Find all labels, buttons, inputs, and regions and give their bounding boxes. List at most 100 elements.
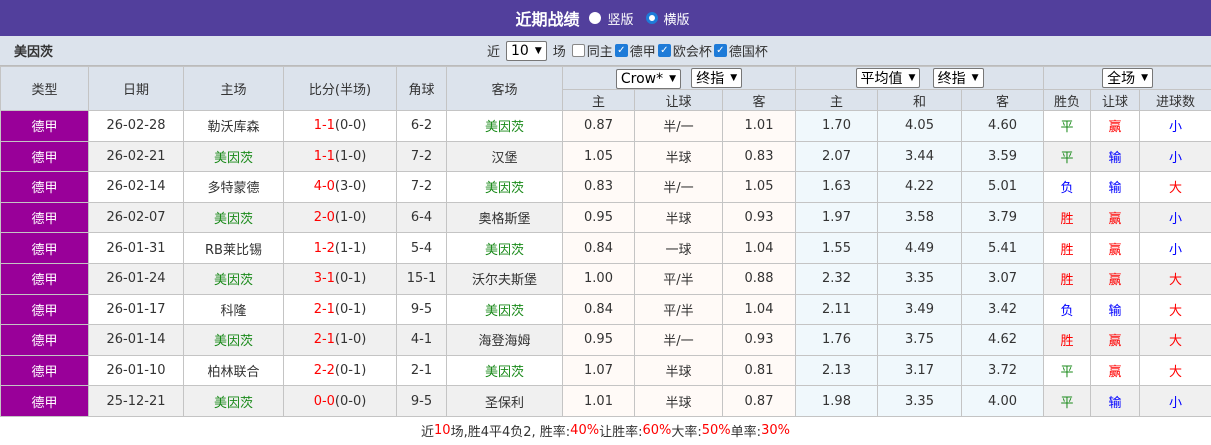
home-team-cell[interactable]: 科隆 <box>184 294 284 325</box>
page-title: 近期战绩 <box>515 6 579 30</box>
league-cell[interactable]: 德甲 <box>1 325 89 356</box>
score-cell[interactable]: 1-1(1-0) <box>284 141 397 172</box>
away-team-cell[interactable]: 美因茨 <box>447 355 563 386</box>
away-team-cell[interactable]: 奥格斯堡 <box>447 202 563 233</box>
ou-result-cell: 大 <box>1140 355 1211 386</box>
league-cell[interactable]: 德甲 <box>1 141 89 172</box>
league-cell[interactable]: 德甲 <box>1 172 89 203</box>
away-team-cell[interactable]: 圣保利 <box>447 386 563 417</box>
half-time-score: (1-1) <box>335 241 366 256</box>
euro-odds-cell: 1.55 <box>796 233 878 264</box>
league-cell[interactable]: 德甲 <box>1 263 89 294</box>
home-team-cell[interactable]: 美因茨 <box>184 386 284 417</box>
score-cell[interactable]: 0-0(0-0) <box>284 386 397 417</box>
home-team-cell[interactable]: RB莱比锡 <box>184 233 284 264</box>
checkbox-bundesliga[interactable]: ✓ <box>615 44 628 57</box>
away-team-cell[interactable]: 美因茨 <box>447 172 563 203</box>
euro-odds-cell: 1.76 <box>796 325 878 356</box>
asian-odds-cell: 0.84 <box>563 294 635 325</box>
euro-odds-cell: 2.07 <box>796 141 878 172</box>
corner-cell: 7-2 <box>397 141 447 172</box>
company-select[interactable]: Crow*▼ <box>616 69 681 89</box>
radio-horizontal[interactable] <box>646 12 658 24</box>
odds-type-select[interactable]: 终指▼ <box>691 68 742 88</box>
away-team-cell[interactable]: 美因茨 <box>447 233 563 264</box>
asian-odds-cell: 0.88 <box>723 263 796 294</box>
score-cell[interactable]: 2-0(1-0) <box>284 202 397 233</box>
over-rate: 50% <box>702 423 731 438</box>
corner-cell: 4-1 <box>397 325 447 356</box>
full-time-score: 2-1 <box>314 332 335 347</box>
league-cell[interactable]: 德甲 <box>1 386 89 417</box>
scope-select[interactable]: 全场▼ <box>1102 68 1153 88</box>
league-cell[interactable]: 德甲 <box>1 233 89 264</box>
home-team-cell[interactable]: 美因茨 <box>184 263 284 294</box>
away-team-cell[interactable]: 汉堡 <box>447 141 563 172</box>
score-cell[interactable]: 4-0(3-0) <box>284 172 397 203</box>
home-team-cell[interactable]: 美因茨 <box>184 325 284 356</box>
full-time-score: 2-2 <box>314 363 335 378</box>
away-team-cell[interactable]: 美因茨 <box>447 294 563 325</box>
score-cell[interactable]: 1-2(1-1) <box>284 233 397 264</box>
score-cell[interactable]: 2-1(1-0) <box>284 325 397 356</box>
radio-vertical[interactable] <box>589 12 601 24</box>
league-cell[interactable]: 德甲 <box>1 294 89 325</box>
home-team-cell[interactable]: 勒沃库森 <box>184 111 284 142</box>
home-team-cell[interactable]: 美因茨 <box>184 141 284 172</box>
away-team-cell[interactable]: 沃尔夫斯堡 <box>447 263 563 294</box>
asian-odds-cell: 0.81 <box>723 355 796 386</box>
ou-result-cell: 小 <box>1140 233 1211 264</box>
ah-result-cell: 赢 <box>1091 355 1140 386</box>
odds2-type-value: 终指 <box>938 68 966 88</box>
asian-odds-cell: 平/半 <box>635 263 723 294</box>
home-team-cell[interactable]: 多特蒙德 <box>184 172 284 203</box>
away-team-cell[interactable]: 海登海姆 <box>447 325 563 356</box>
date-cell: 26-01-14 <box>89 325 184 356</box>
ou-result-cell: 大 <box>1140 263 1211 294</box>
odds2-type-select[interactable]: 终指▼ <box>933 68 984 88</box>
euro-odds-cell: 1.70 <box>796 111 878 142</box>
full-time-score: 1-1 <box>314 118 335 133</box>
result-header: 全场▼ <box>1044 67 1211 90</box>
home-team-cell[interactable]: 美因茨 <box>184 202 284 233</box>
asian-odds-cell: 1.04 <box>723 233 796 264</box>
league-cell[interactable]: 德甲 <box>1 111 89 142</box>
result-cell: 胜 <box>1044 263 1091 294</box>
checkbox-dfb-pokal[interactable]: ✓ <box>714 44 727 57</box>
home-team-cell[interactable]: 柏林联合 <box>184 355 284 386</box>
league-cell[interactable]: 德甲 <box>1 355 89 386</box>
away-team-cell[interactable]: 美因茨 <box>447 111 563 142</box>
score-cell[interactable]: 2-1(0-1) <box>284 294 397 325</box>
league-cell[interactable]: 德甲 <box>1 202 89 233</box>
match-count-select[interactable]: 10▼ <box>506 41 547 61</box>
checkbox-label: 欧会杯 <box>673 41 712 60</box>
col-score: 比分(半场) <box>284 67 397 111</box>
asian-odds-cell: 半/一 <box>635 111 723 142</box>
result-cell: 负 <box>1044 172 1091 203</box>
match-count-value: 10 <box>511 43 529 59</box>
score-cell[interactable]: 3-1(0-1) <box>284 263 397 294</box>
odds-type-value: 终指 <box>696 68 724 88</box>
ah-result-cell: 输 <box>1091 386 1140 417</box>
score-cell[interactable]: 2-2(0-1) <box>284 355 397 386</box>
checkbox-conference-league[interactable]: ✓ <box>658 44 671 57</box>
team-name: 美因茨 <box>14 41 53 60</box>
checkbox-same-home[interactable] <box>572 44 585 57</box>
score-cell[interactable]: 1-1(0-0) <box>284 111 397 142</box>
result-cell: 平 <box>1044 386 1091 417</box>
euro-odds-cell: 3.35 <box>878 263 962 294</box>
ah-result-cell: 输 <box>1091 172 1140 203</box>
half-time-score: (0-1) <box>335 302 366 317</box>
euro-odds-cell: 2.32 <box>796 263 878 294</box>
company2-select[interactable]: 平均值▼ <box>856 68 921 88</box>
